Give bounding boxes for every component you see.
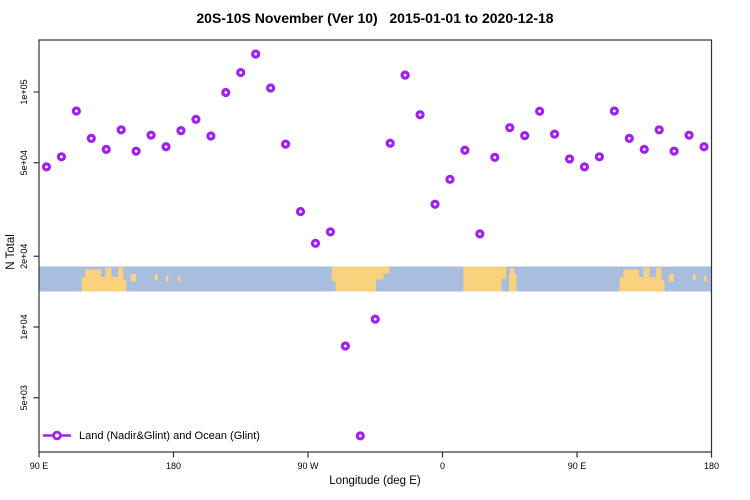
data-point [669,146,679,156]
legend: Land (Nadir&Glint) and Ocean (Glint) [42,429,260,442]
data-point [340,341,350,351]
x-axis-label: Longitude (deg E) [329,475,421,487]
data-point [325,227,336,237]
map-band-land [692,274,696,281]
plot-border [38,39,713,453]
legend-marker-icon [43,430,71,441]
map-band-land [335,266,376,292]
map-band-land [668,274,674,282]
data-point [564,154,575,164]
data-point [535,106,545,116]
y-tick-label: 2e+04 [19,244,29,269]
data-point [475,229,485,239]
data-point [251,49,261,59]
map-band-land [509,268,515,274]
data-point [176,126,186,136]
x-tick-label: 90 W [297,461,319,471]
map-band-land [130,274,136,282]
legend-label: Land (Nadir&Glint) and Ocean (Glint) [79,429,260,442]
map-band-land [177,275,181,282]
chart-title: 20S-10S November (Ver 10) 2015-01-01 to … [196,10,554,26]
data-point [41,162,52,172]
x-tick-label: 180 [166,461,181,471]
data-point [490,152,500,162]
data-point [594,152,605,162]
data-point [460,145,470,155]
legend-circle-icon [52,430,62,441]
map-band-land [623,269,640,277]
data-point [161,142,171,152]
map-band-land [123,280,127,292]
data-point [131,146,141,156]
data-point [624,133,634,143]
data-point [206,131,216,141]
map-band-land [331,266,336,281]
data-point [549,129,560,139]
map-band-land [105,267,112,277]
data-point [221,87,231,98]
data-point [520,131,530,141]
data-point [56,152,67,162]
data-point [609,106,619,116]
data-point [639,144,649,154]
data-point [191,114,201,124]
data-point [385,138,395,148]
map-band-land [619,277,662,292]
data-point [415,110,425,120]
data-point [310,238,321,248]
data-point [505,123,515,133]
map-band-land [643,267,650,277]
data-point [684,130,694,140]
data-point [116,125,126,135]
data-point [101,144,111,154]
data-point [71,106,81,116]
data-point [579,162,590,172]
data-point [355,431,365,441]
map-band-land [118,267,124,277]
x-tick-label: 0 [440,461,445,471]
map-band-land [463,266,502,292]
x-tick-label: 90 E [568,461,587,471]
x-tick-label: 90 E [30,461,49,471]
map-band-land [81,277,124,292]
map-band-land [166,275,169,282]
y-tick-label: 5e+04 [19,150,29,175]
data-point [236,67,246,78]
data-point [654,125,664,135]
map-band-land [85,269,102,277]
data-point [699,142,709,152]
map-band-land [509,274,517,292]
data-point [295,206,306,217]
data-point [370,314,380,324]
y-tick-label: 5e+03 [19,385,29,410]
map-band-land [154,274,158,281]
map-band-land [661,280,665,292]
map-band-land [383,266,390,274]
data-point [280,139,291,149]
y-tick-label: 1e+05 [19,79,29,104]
y-axis-label: N Total [5,234,17,270]
y-tick-label: 1e+04 [19,314,29,339]
map-band-land [656,267,662,277]
map-band-land [375,266,384,280]
x-tick-label: 180 [704,461,719,471]
data-point [430,199,440,209]
map-band-land [704,275,707,282]
data-point [266,83,276,93]
data-point [146,130,156,140]
map-band-land [501,266,507,279]
data-point [86,133,96,143]
data-point [400,70,410,80]
data-point [445,174,455,184]
